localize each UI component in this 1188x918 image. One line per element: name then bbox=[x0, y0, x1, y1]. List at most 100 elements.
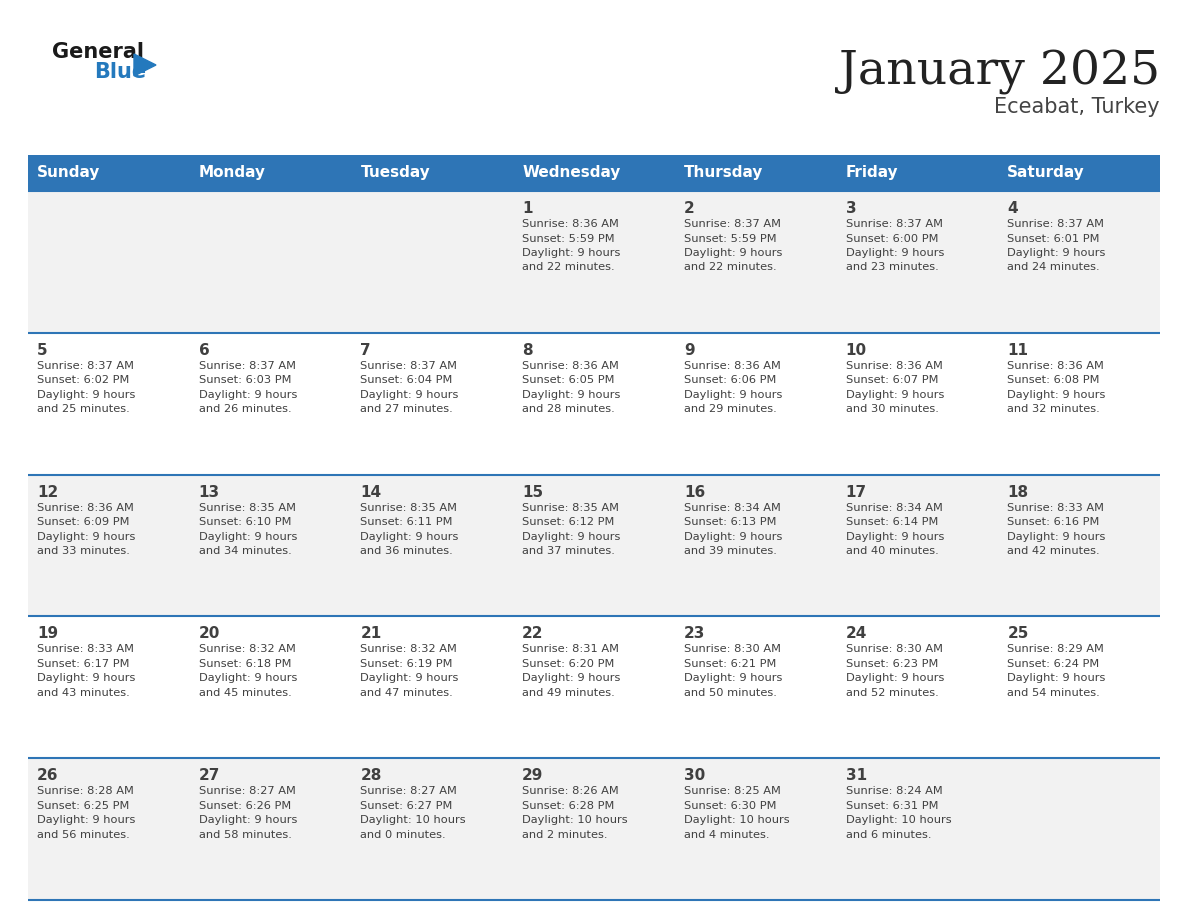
Text: and 39 minutes.: and 39 minutes. bbox=[684, 546, 777, 556]
Text: 10: 10 bbox=[846, 342, 867, 358]
Text: Daylight: 9 hours: Daylight: 9 hours bbox=[1007, 248, 1106, 258]
Text: Sunset: 6:12 PM: Sunset: 6:12 PM bbox=[523, 517, 614, 527]
Text: 3: 3 bbox=[846, 201, 857, 216]
Text: Eceabat, Turkey: Eceabat, Turkey bbox=[994, 97, 1159, 117]
Text: Sunset: 6:26 PM: Sunset: 6:26 PM bbox=[198, 800, 291, 811]
Text: Sunrise: 8:35 AM: Sunrise: 8:35 AM bbox=[360, 502, 457, 512]
Bar bbox=[352, 155, 513, 191]
Text: and 29 minutes.: and 29 minutes. bbox=[684, 404, 777, 414]
Text: 26: 26 bbox=[37, 768, 58, 783]
Text: Sunrise: 8:28 AM: Sunrise: 8:28 AM bbox=[37, 786, 134, 796]
Text: Thursday: Thursday bbox=[684, 165, 763, 181]
Text: Sunset: 6:17 PM: Sunset: 6:17 PM bbox=[37, 659, 129, 669]
Bar bbox=[29, 616, 1159, 758]
Text: Monday: Monday bbox=[198, 165, 266, 181]
Text: Sunrise: 8:35 AM: Sunrise: 8:35 AM bbox=[198, 502, 296, 512]
Text: 31: 31 bbox=[846, 768, 867, 783]
Text: Wednesday: Wednesday bbox=[523, 165, 620, 181]
Text: Daylight: 9 hours: Daylight: 9 hours bbox=[360, 532, 459, 542]
Bar bbox=[190, 155, 352, 191]
Text: Sunset: 6:25 PM: Sunset: 6:25 PM bbox=[37, 800, 129, 811]
Text: 1: 1 bbox=[523, 201, 532, 216]
Text: Sunset: 6:31 PM: Sunset: 6:31 PM bbox=[846, 800, 939, 811]
Text: Sunset: 6:04 PM: Sunset: 6:04 PM bbox=[360, 375, 453, 386]
Text: 5: 5 bbox=[37, 342, 48, 358]
Text: Sunrise: 8:26 AM: Sunrise: 8:26 AM bbox=[523, 786, 619, 796]
Text: and 56 minutes.: and 56 minutes. bbox=[37, 830, 129, 840]
Text: Sunset: 6:19 PM: Sunset: 6:19 PM bbox=[360, 659, 453, 669]
Text: Sunset: 5:59 PM: Sunset: 5:59 PM bbox=[523, 233, 614, 243]
Text: 17: 17 bbox=[846, 485, 867, 499]
Text: 28: 28 bbox=[360, 768, 381, 783]
Text: Sunset: 6:01 PM: Sunset: 6:01 PM bbox=[1007, 233, 1100, 243]
Text: Sunset: 6:20 PM: Sunset: 6:20 PM bbox=[523, 659, 614, 669]
Text: January 2025: January 2025 bbox=[839, 50, 1159, 95]
Text: Sunset: 6:03 PM: Sunset: 6:03 PM bbox=[198, 375, 291, 386]
Text: Daylight: 9 hours: Daylight: 9 hours bbox=[846, 674, 944, 683]
Text: Sunrise: 8:32 AM: Sunrise: 8:32 AM bbox=[198, 644, 296, 655]
Text: and 37 minutes.: and 37 minutes. bbox=[523, 546, 615, 556]
Text: 14: 14 bbox=[360, 485, 381, 499]
Text: and 2 minutes.: and 2 minutes. bbox=[523, 830, 607, 840]
Text: and 6 minutes.: and 6 minutes. bbox=[846, 830, 931, 840]
Text: 2: 2 bbox=[684, 201, 695, 216]
Text: Sunday: Sunday bbox=[37, 165, 100, 181]
Text: Sunset: 6:06 PM: Sunset: 6:06 PM bbox=[684, 375, 776, 386]
Text: Sunrise: 8:34 AM: Sunrise: 8:34 AM bbox=[846, 502, 942, 512]
Text: Daylight: 9 hours: Daylight: 9 hours bbox=[1007, 390, 1106, 400]
Text: Sunset: 6:30 PM: Sunset: 6:30 PM bbox=[684, 800, 776, 811]
Text: and 32 minutes.: and 32 minutes. bbox=[1007, 404, 1100, 414]
Bar bbox=[998, 155, 1159, 191]
Text: Sunrise: 8:36 AM: Sunrise: 8:36 AM bbox=[523, 361, 619, 371]
Text: Daylight: 9 hours: Daylight: 9 hours bbox=[846, 532, 944, 542]
Polygon shape bbox=[134, 54, 156, 76]
Text: 18: 18 bbox=[1007, 485, 1029, 499]
Text: 29: 29 bbox=[523, 768, 544, 783]
Text: Sunrise: 8:37 AM: Sunrise: 8:37 AM bbox=[684, 219, 781, 229]
Text: Sunset: 6:07 PM: Sunset: 6:07 PM bbox=[846, 375, 939, 386]
Text: Daylight: 9 hours: Daylight: 9 hours bbox=[360, 390, 459, 400]
Text: and 52 minutes.: and 52 minutes. bbox=[846, 688, 939, 698]
Text: 12: 12 bbox=[37, 485, 58, 499]
Text: and 33 minutes.: and 33 minutes. bbox=[37, 546, 129, 556]
Text: Sunset: 6:24 PM: Sunset: 6:24 PM bbox=[1007, 659, 1100, 669]
Bar bbox=[513, 155, 675, 191]
Text: Daylight: 9 hours: Daylight: 9 hours bbox=[360, 674, 459, 683]
Text: and 49 minutes.: and 49 minutes. bbox=[523, 688, 615, 698]
Text: Sunset: 6:27 PM: Sunset: 6:27 PM bbox=[360, 800, 453, 811]
Bar bbox=[836, 155, 998, 191]
Text: and 54 minutes.: and 54 minutes. bbox=[1007, 688, 1100, 698]
Text: and 50 minutes.: and 50 minutes. bbox=[684, 688, 777, 698]
Text: Daylight: 9 hours: Daylight: 9 hours bbox=[523, 532, 620, 542]
Text: Tuesday: Tuesday bbox=[360, 165, 430, 181]
Text: Sunrise: 8:36 AM: Sunrise: 8:36 AM bbox=[684, 361, 781, 371]
Bar bbox=[29, 333, 1159, 475]
Text: Sunrise: 8:30 AM: Sunrise: 8:30 AM bbox=[684, 644, 781, 655]
Text: Sunset: 6:18 PM: Sunset: 6:18 PM bbox=[198, 659, 291, 669]
Text: 24: 24 bbox=[846, 626, 867, 642]
Text: Sunrise: 8:37 AM: Sunrise: 8:37 AM bbox=[1007, 219, 1105, 229]
Text: Sunset: 6:08 PM: Sunset: 6:08 PM bbox=[1007, 375, 1100, 386]
Text: and 45 minutes.: and 45 minutes. bbox=[198, 688, 291, 698]
Text: Daylight: 10 hours: Daylight: 10 hours bbox=[846, 815, 952, 825]
Text: 22: 22 bbox=[523, 626, 544, 642]
Text: Sunset: 6:28 PM: Sunset: 6:28 PM bbox=[523, 800, 614, 811]
Text: Sunrise: 8:24 AM: Sunrise: 8:24 AM bbox=[846, 786, 942, 796]
Text: Sunset: 6:11 PM: Sunset: 6:11 PM bbox=[360, 517, 453, 527]
Text: Sunset: 6:23 PM: Sunset: 6:23 PM bbox=[846, 659, 939, 669]
Text: 30: 30 bbox=[684, 768, 706, 783]
Text: and 26 minutes.: and 26 minutes. bbox=[198, 404, 291, 414]
Text: Daylight: 9 hours: Daylight: 9 hours bbox=[684, 390, 782, 400]
Text: and 24 minutes.: and 24 minutes. bbox=[1007, 263, 1100, 273]
Text: Sunset: 6:00 PM: Sunset: 6:00 PM bbox=[846, 233, 939, 243]
Text: Daylight: 9 hours: Daylight: 9 hours bbox=[523, 390, 620, 400]
Text: 19: 19 bbox=[37, 626, 58, 642]
Text: 23: 23 bbox=[684, 626, 706, 642]
Text: Daylight: 10 hours: Daylight: 10 hours bbox=[684, 815, 790, 825]
Text: Sunrise: 8:37 AM: Sunrise: 8:37 AM bbox=[360, 361, 457, 371]
Text: Sunset: 6:13 PM: Sunset: 6:13 PM bbox=[684, 517, 776, 527]
Text: 16: 16 bbox=[684, 485, 706, 499]
Text: Daylight: 9 hours: Daylight: 9 hours bbox=[846, 390, 944, 400]
Text: Daylight: 10 hours: Daylight: 10 hours bbox=[360, 815, 466, 825]
Text: Daylight: 9 hours: Daylight: 9 hours bbox=[198, 674, 297, 683]
